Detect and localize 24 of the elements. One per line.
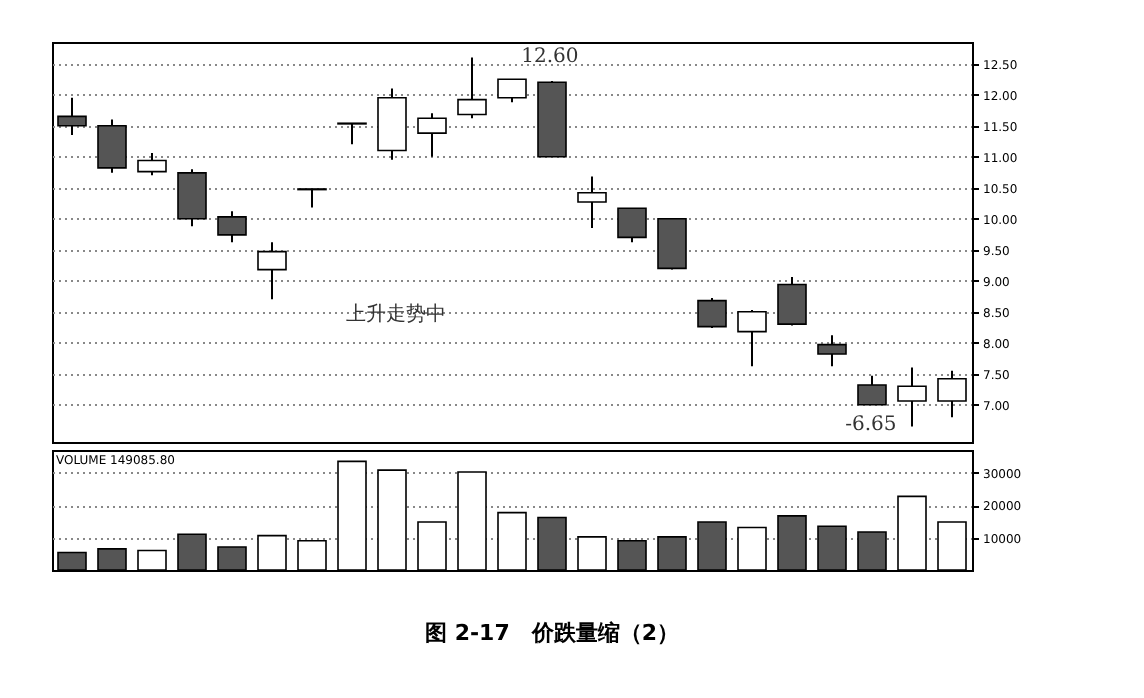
candlestick <box>457 56 487 120</box>
candlestick <box>217 210 247 244</box>
candlestick <box>337 122 367 146</box>
candlestick <box>97 118 127 174</box>
candlestick <box>497 78 527 104</box>
candlestick <box>857 374 887 406</box>
candlestick <box>577 175 607 230</box>
candlestick <box>697 297 727 329</box>
candlestick <box>737 308 767 368</box>
candlestick <box>937 369 967 419</box>
caption: 图 2-17 价跌量缩（2） <box>424 620 680 646</box>
candlestick <box>177 168 207 228</box>
annotation: 上升走势中 <box>346 302 447 326</box>
candlestick <box>817 334 847 368</box>
candlestick <box>897 366 927 428</box>
candlestick <box>777 276 807 327</box>
candlestick <box>617 207 647 244</box>
candlestick <box>257 241 287 301</box>
candlestick <box>57 96 87 137</box>
annotation: -6.65 <box>845 414 897 436</box>
candlestick <box>137 152 167 177</box>
candlestick <box>417 112 447 158</box>
annotation: 12.60 <box>521 46 579 68</box>
candlestick <box>297 187 327 209</box>
